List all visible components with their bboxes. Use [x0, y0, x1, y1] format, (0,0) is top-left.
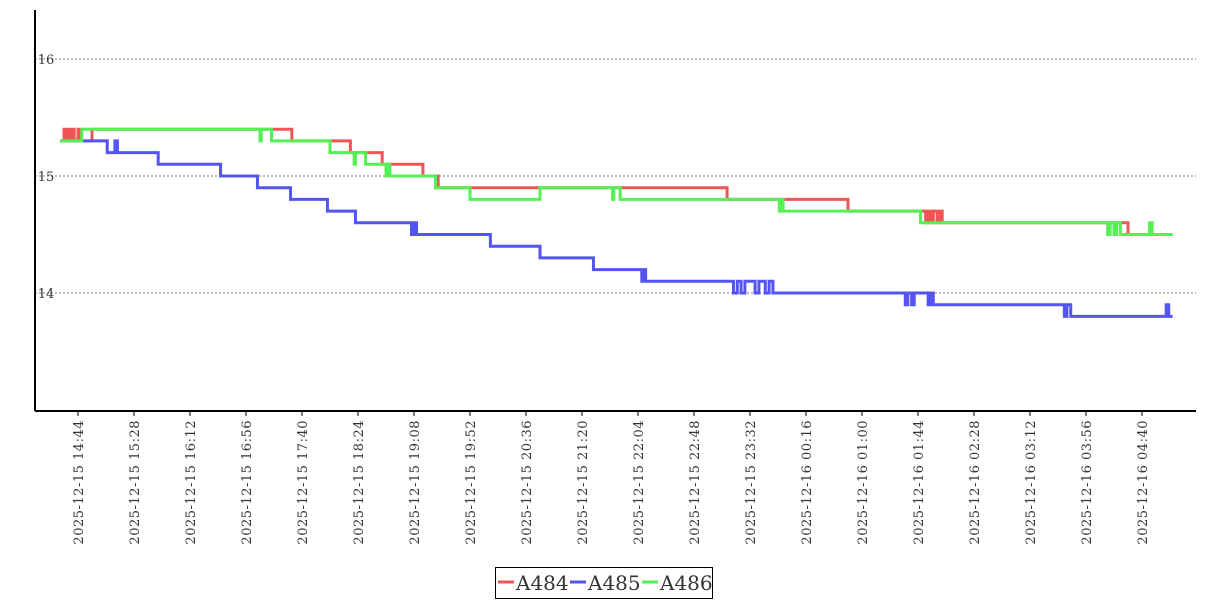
x-tick-label: 2025-12-15 18:24: [352, 420, 367, 545]
y-tick-label: 15: [38, 170, 55, 185]
y-axis-ticks: 14 15 16: [38, 53, 55, 302]
gridlines: [35, 58, 1196, 294]
x-tick-label: 2025-12-15 17:40: [296, 420, 311, 545]
x-tick-label: 2025-12-15 14:44: [72, 420, 87, 545]
x-tick-label: 2025-12-16 00:16: [800, 420, 815, 545]
x-tick-label: 2025-12-15 22:04: [632, 420, 647, 545]
x-tick-label: 2025-12-15 16:56: [240, 420, 255, 545]
x-tick-label: 2025-12-16 02:28: [968, 420, 983, 545]
legend-label: A484: [515, 571, 569, 595]
x-tick-label: 2025-12-15 16:12: [184, 420, 199, 545]
x-tick-label: 2025-12-16 01:00: [856, 420, 871, 545]
series-lines: [60, 127, 1173, 318]
x-tick-label: 2025-12-15 15:28: [128, 420, 143, 545]
x-tick-label: 2025-12-15 20:36: [520, 420, 535, 545]
x-tick-label: 2025-12-15 19:08: [408, 420, 423, 545]
legend-label: A486: [659, 571, 713, 595]
x-axis-ticks: 2025-12-15 14:44 2025-12-15 15:28 2025-12-…: [72, 411, 1151, 545]
x-tick-label: 2025-12-16 04:40: [1136, 420, 1151, 545]
series-line-a485: [60, 139, 1173, 318]
y-tick-label: 14: [38, 287, 55, 302]
x-tick-label: 2025-12-16 03:56: [1080, 420, 1095, 545]
x-tick-label: 2025-12-15 22:48: [688, 420, 703, 545]
x-tick-label: 2025-12-16 01:44: [912, 420, 927, 545]
legend: A484 A485 A486: [495, 567, 713, 599]
x-tick-label: 2025-12-15 21:20: [576, 420, 591, 545]
legend-box: [495, 567, 713, 599]
y-tick-label: 16: [38, 53, 55, 68]
legend-label: A485: [587, 571, 641, 595]
series-line-a486: [60, 127, 1173, 236]
x-tick-label: 2025-12-16 03:12: [1024, 420, 1039, 545]
x-tick-label: 2025-12-15 23:32: [744, 420, 759, 545]
x-tick-label: 2025-12-15 19:52: [464, 420, 479, 545]
series-line-a484: [60, 127, 1173, 236]
